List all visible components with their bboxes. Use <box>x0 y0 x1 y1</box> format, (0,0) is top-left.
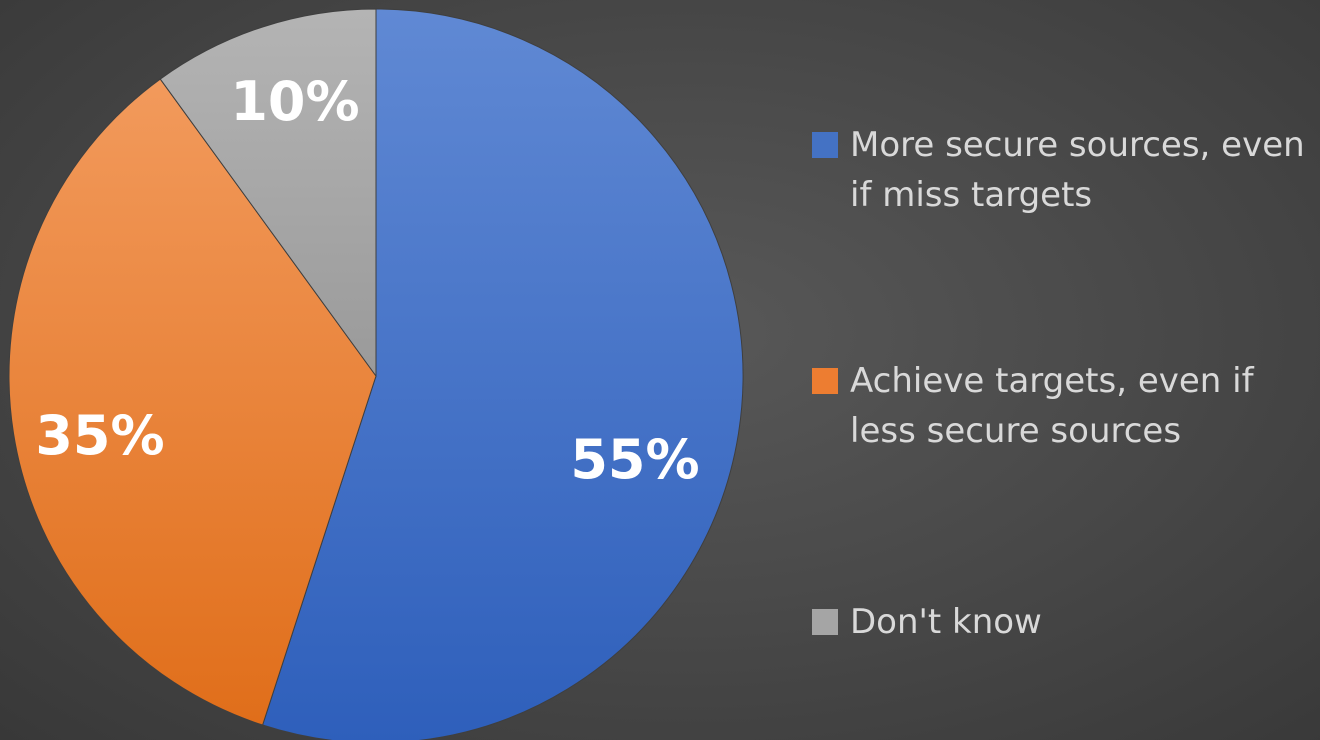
data-label-more-secure-sources: 55% <box>570 428 699 491</box>
pie-slices <box>8 8 744 740</box>
legend-swatch-gray <box>812 609 838 635</box>
data-label-dont-know: 10% <box>230 70 359 133</box>
slice-more-secure-sources <box>261 8 744 740</box>
pie-data-labels: 55% 35% 10% <box>35 70 699 491</box>
legend-label: More secure sources, even if miss target… <box>850 125 1305 215</box>
legend-swatch-orange <box>812 368 838 394</box>
data-label-achieve-targets: 35% <box>35 404 164 467</box>
legend-label: Don't know <box>850 602 1042 642</box>
legend-label: Achieve targets, even if less secure sou… <box>850 361 1254 451</box>
slice-dont-know <box>159 8 377 378</box>
legend-swatch-blue <box>812 132 838 158</box>
slice-achieve-targets <box>8 78 377 726</box>
pie-chart-svg: 55% 35% 10% <box>8 8 744 740</box>
